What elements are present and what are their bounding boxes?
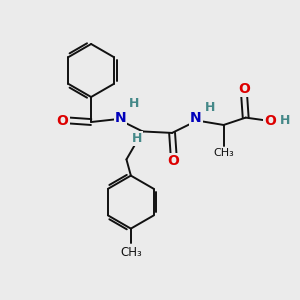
Text: H: H	[280, 114, 290, 127]
Text: O: O	[264, 114, 276, 128]
Text: CH₃: CH₃	[213, 148, 234, 158]
Text: O: O	[238, 82, 250, 96]
Text: CH₃: CH₃	[120, 246, 142, 259]
Text: N: N	[115, 111, 126, 124]
Text: H: H	[129, 97, 139, 110]
Text: N: N	[190, 111, 202, 124]
Text: O: O	[168, 154, 179, 169]
Text: H: H	[132, 132, 142, 145]
Text: H: H	[205, 101, 215, 114]
Text: O: O	[57, 114, 68, 128]
